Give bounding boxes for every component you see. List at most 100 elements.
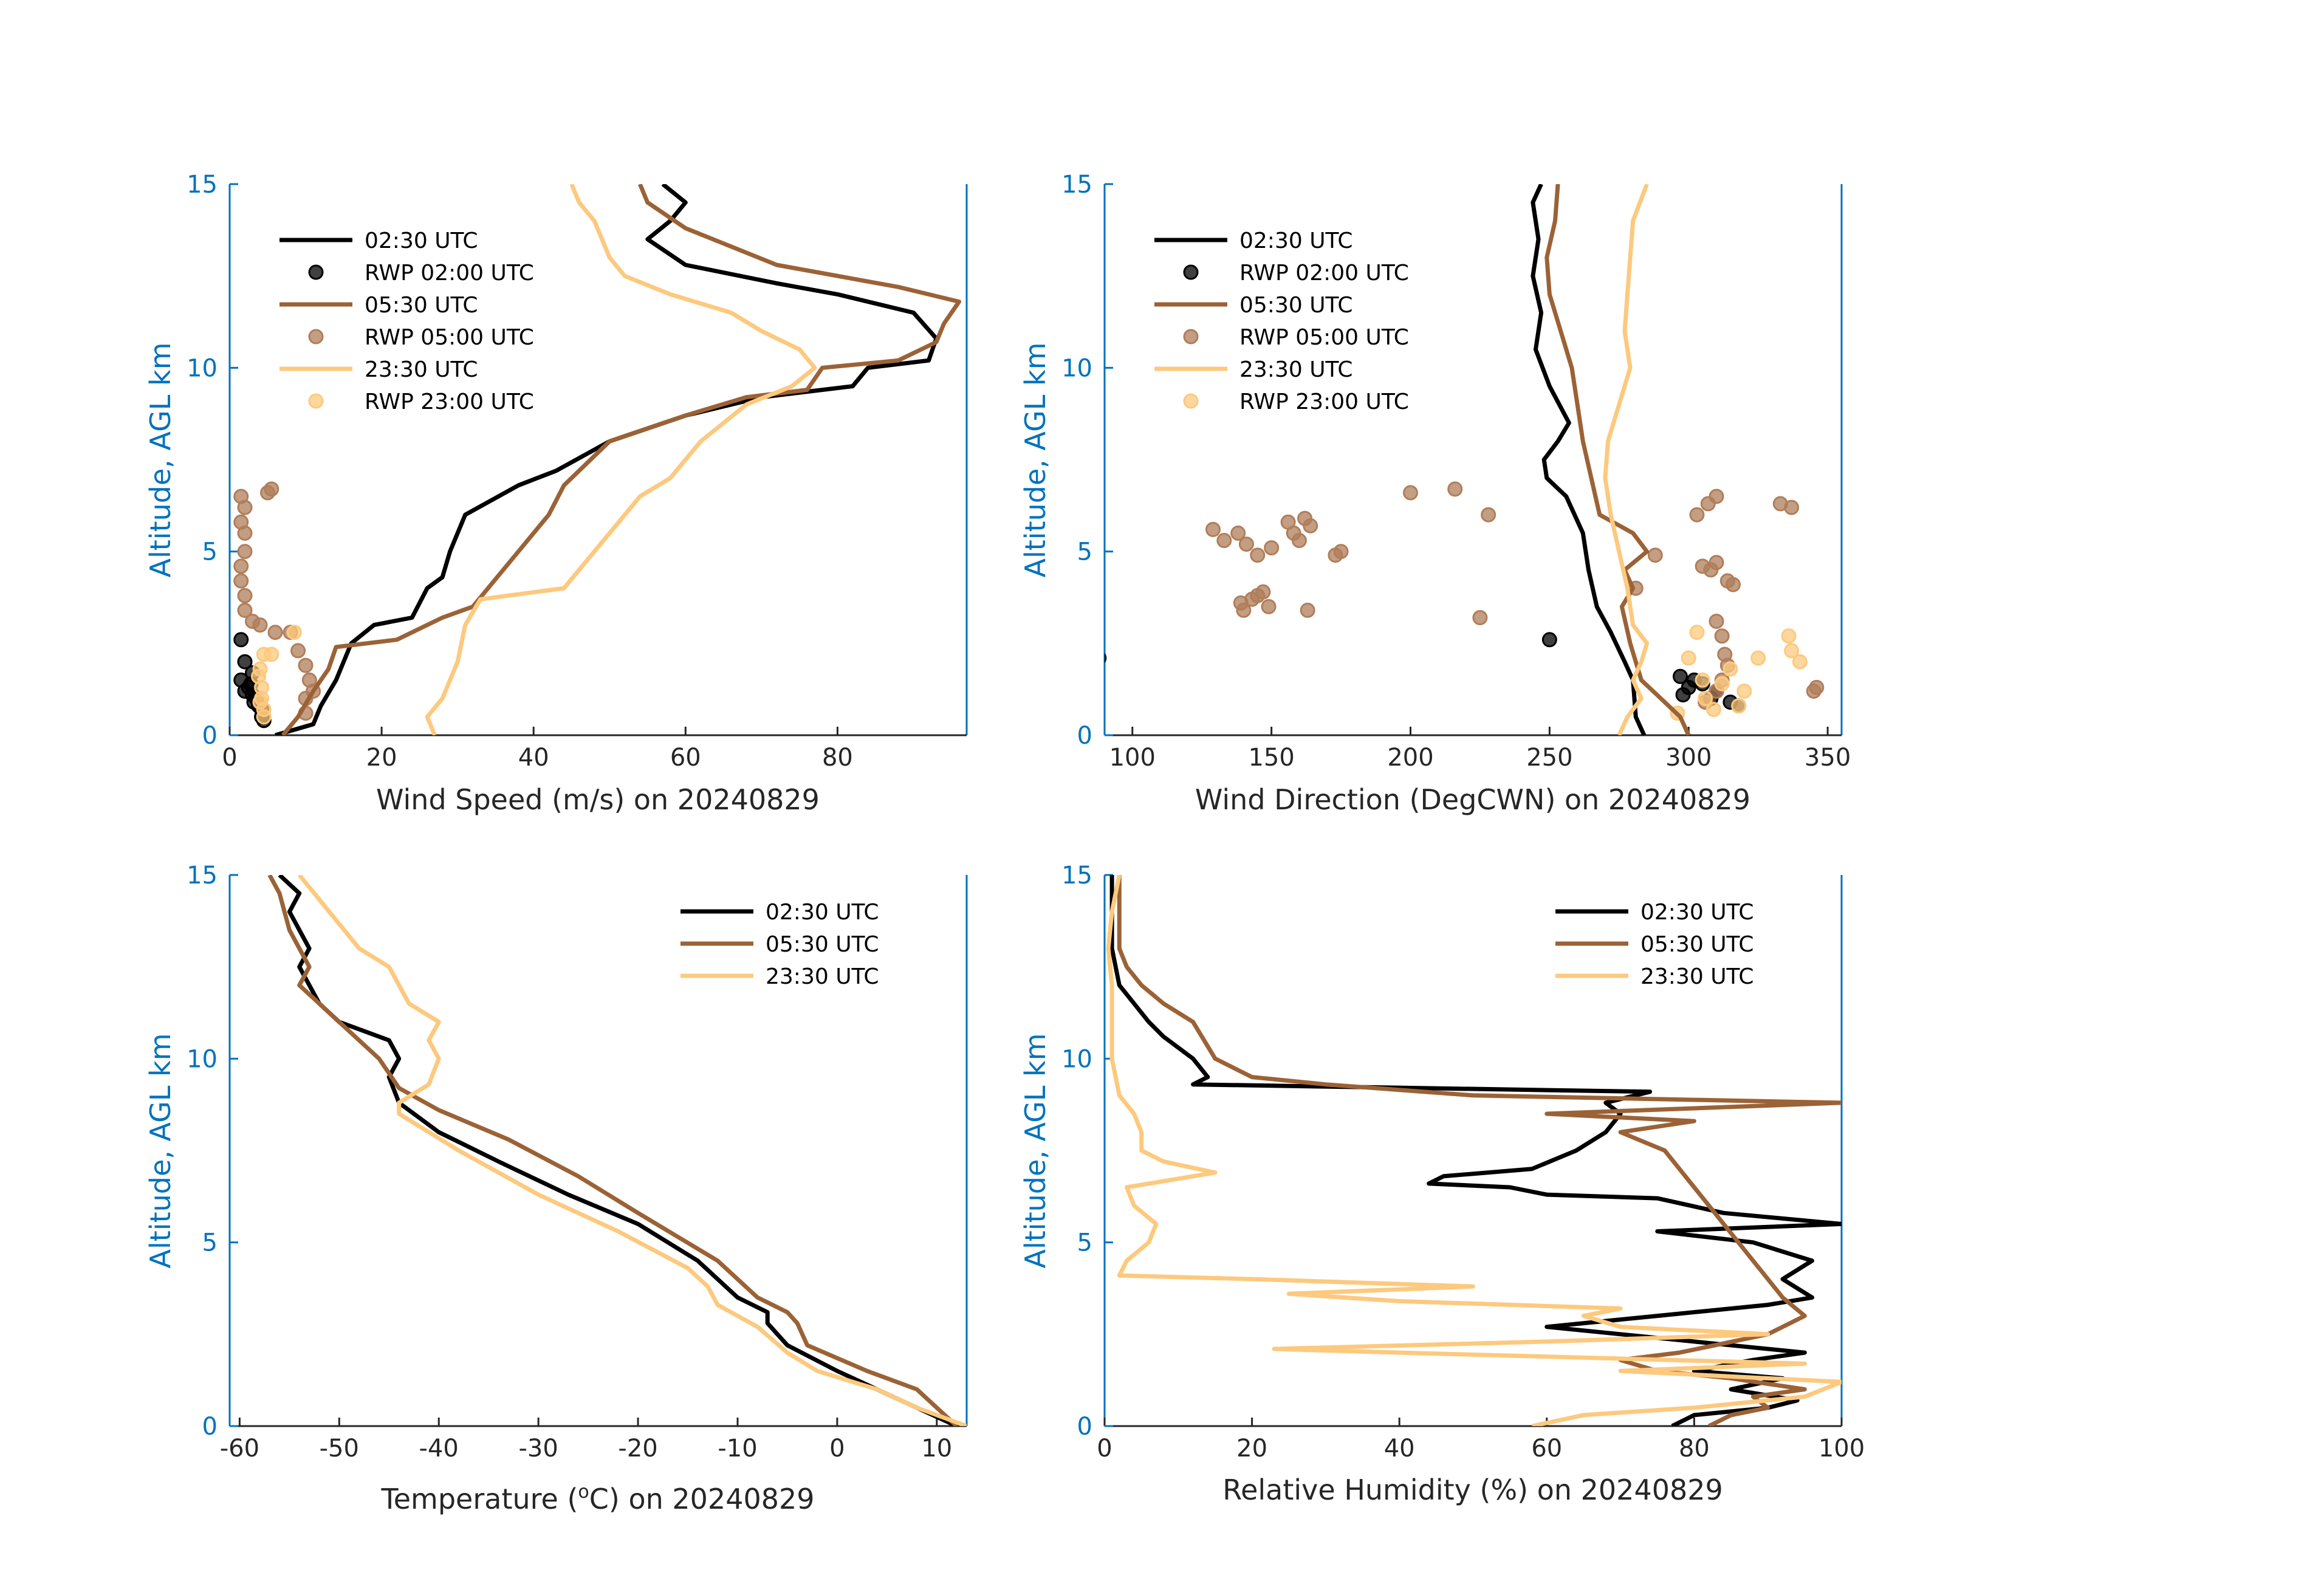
x-tick-label: 0 xyxy=(1097,1435,1112,1463)
x-tick-label: 10 xyxy=(921,1435,952,1463)
y-axis-label: Altitude, AGL km xyxy=(1019,342,1052,577)
legend-label: 02:30 UTC xyxy=(1239,228,1353,253)
x-axis-label: Wind Direction (DegCWN) on 20240829 xyxy=(1195,783,1750,816)
y-tick-label: 0 xyxy=(1077,1413,1092,1441)
y-ticks: 0 5 10 15 xyxy=(1061,171,1113,750)
legend-label: 02:30 UTC xyxy=(1640,900,1754,925)
x-tick-label: 40 xyxy=(518,744,549,772)
series-line-02-30-utc xyxy=(278,875,958,1426)
y-tick-label: 15 xyxy=(1061,862,1092,890)
x-tick-label: 80 xyxy=(822,744,853,772)
panel-relative-humidity: 0 20 40 60 80 100 0 5 10 15 02:30 UTC 05:30 UTC 23… xyxy=(1019,862,1865,1506)
series-group xyxy=(1105,184,1825,735)
scatter-point-rwp-02-00-utc xyxy=(237,654,253,670)
scatter-point-rwp-23-00-utc xyxy=(1731,698,1747,714)
x-tick-label: 40 xyxy=(1384,1435,1415,1463)
legend-marker xyxy=(1183,329,1199,345)
x-label-sup: o xyxy=(578,1481,589,1503)
y-ticks: 0 5 10 15 xyxy=(187,862,238,1441)
scatter-point-rwp-05-00-utc xyxy=(237,544,253,560)
legend: 02:30 UTC 05:30 UTC 23:30 UTC xyxy=(680,900,879,989)
scatter-point-rwp-05-00-utc xyxy=(252,617,268,633)
plot-area xyxy=(1105,184,1825,735)
x-tick-label: 0 xyxy=(222,744,237,772)
scatter-point-rwp-05-00-utc xyxy=(237,525,253,541)
scatter-point-rwp-05-00-utc xyxy=(233,573,249,589)
x-tick-label: 150 xyxy=(1248,744,1294,772)
panel-wind-direction: 100 150 200 250 300 350 0 5 10 15 02:30 UTC RWP 0… xyxy=(1019,171,1851,816)
x-tick-label: 20 xyxy=(366,744,397,772)
x-tick-label: -10 xyxy=(718,1435,757,1463)
legend-marker xyxy=(1183,264,1199,280)
x-tick-label: 0 xyxy=(829,1435,845,1463)
legend-label: 02:30 UTC xyxy=(766,900,879,925)
scatter-point-rwp-05-00-utc xyxy=(1333,544,1349,560)
y-axis-label: Altitude, AGL km xyxy=(144,342,177,577)
x-tick-label: -30 xyxy=(518,1435,558,1463)
scatter-point-rwp-23-00-utc xyxy=(286,625,302,640)
plot-area xyxy=(233,184,961,735)
scatter-point-rwp-23-00-utc xyxy=(1781,628,1797,644)
x-tick-label: 100 xyxy=(1818,1435,1865,1463)
scatter-point-rwp-05-00-utc xyxy=(298,657,314,673)
scatter-point-rwp-02-00-utc xyxy=(1675,687,1691,702)
y-tick-label: 0 xyxy=(202,722,218,750)
scatter-point-rwp-05-00-utc xyxy=(1303,518,1318,533)
scatter-point-rwp-23-00-utc xyxy=(1695,672,1710,688)
scatter-point-rwp-05-00-utc xyxy=(1709,489,1724,504)
legend-label: 05:30 UTC xyxy=(365,293,478,318)
series-group xyxy=(233,184,961,735)
x-tick-label: 250 xyxy=(1526,744,1572,772)
scatter-point-rwp-23-00-utc xyxy=(1792,654,1808,670)
x-tick-label: 200 xyxy=(1387,744,1433,772)
scatter-point-rwp-05-00-utc xyxy=(1709,614,1724,629)
scatter-point-rwp-23-00-utc xyxy=(1689,625,1705,640)
series-line-23-30-utc xyxy=(1106,875,1842,1426)
scatter-point-rwp-02-00-utc xyxy=(233,632,249,648)
scatter-point-rwp-02-00-utc xyxy=(1105,653,1107,664)
scatter-point-rwp-05-00-utc xyxy=(1806,683,1822,699)
x-tick-label: 300 xyxy=(1665,744,1712,772)
scatter-point-rwp-05-00-utc xyxy=(1472,610,1488,626)
legend-marker xyxy=(308,329,324,345)
x-tick-label: -20 xyxy=(618,1435,657,1463)
y-tick-label: 10 xyxy=(187,354,218,382)
y-tick-label: 10 xyxy=(1061,354,1092,382)
scatter-point-rwp-05-00-utc xyxy=(1291,533,1307,549)
x-tick-label: 20 xyxy=(1236,1435,1267,1463)
x-tick-label: -40 xyxy=(419,1435,459,1463)
scatter-point-rwp-05-00-utc xyxy=(1725,577,1741,592)
legend-label: 05:30 UTC xyxy=(1239,293,1353,318)
scatter-point-rwp-05-00-utc xyxy=(1255,584,1271,600)
legend-label: 23:30 UTC xyxy=(1640,964,1754,989)
y-tick-label: 0 xyxy=(202,1413,218,1441)
series-line-05-30-utc xyxy=(1544,184,1691,735)
legend-marker xyxy=(308,264,324,280)
series-line-02-30-utc xyxy=(1530,184,1647,735)
x-label-pre: Temperature ( xyxy=(380,1483,578,1515)
scatter-point-rwp-02-00-utc xyxy=(1673,668,1688,684)
legend: 02:30 UTC RWP 02:00 UTC 05:30 UTC RWP 05:00… xyxy=(1154,228,1409,414)
scatter-point-rwp-05-00-utc xyxy=(1261,599,1277,614)
scatter-point-rwp-23-00-utc xyxy=(1750,650,1766,666)
scatter-point-rwp-23-00-utc xyxy=(1736,683,1752,699)
y-tick-label: 15 xyxy=(187,171,218,199)
scatter-point-rwp-23-00-utc xyxy=(252,695,268,710)
x-tick-label: -50 xyxy=(320,1435,359,1463)
x-ticks: 100 150 200 250 300 350 xyxy=(1109,727,1851,772)
legend-label: RWP 05:00 UTC xyxy=(1239,325,1409,350)
scatter-point-rwp-05-00-utc xyxy=(1216,533,1232,549)
y-tick-label: 5 xyxy=(1077,538,1092,566)
y-ticks: 0 5 10 15 xyxy=(187,171,238,750)
plot-area xyxy=(1106,875,1842,1426)
x-tick-label: -60 xyxy=(220,1435,259,1463)
y-tick-label: 5 xyxy=(202,538,218,566)
series-group xyxy=(267,875,967,1426)
scatter-point-rwp-23-00-utc xyxy=(1698,691,1713,707)
scatter-point-rwp-05-00-utc xyxy=(237,588,253,603)
x-tick-label: 60 xyxy=(670,744,701,772)
scatter-point-rwp-05-00-utc xyxy=(1714,628,1730,644)
legend-label: 23:30 UTC xyxy=(766,964,879,989)
